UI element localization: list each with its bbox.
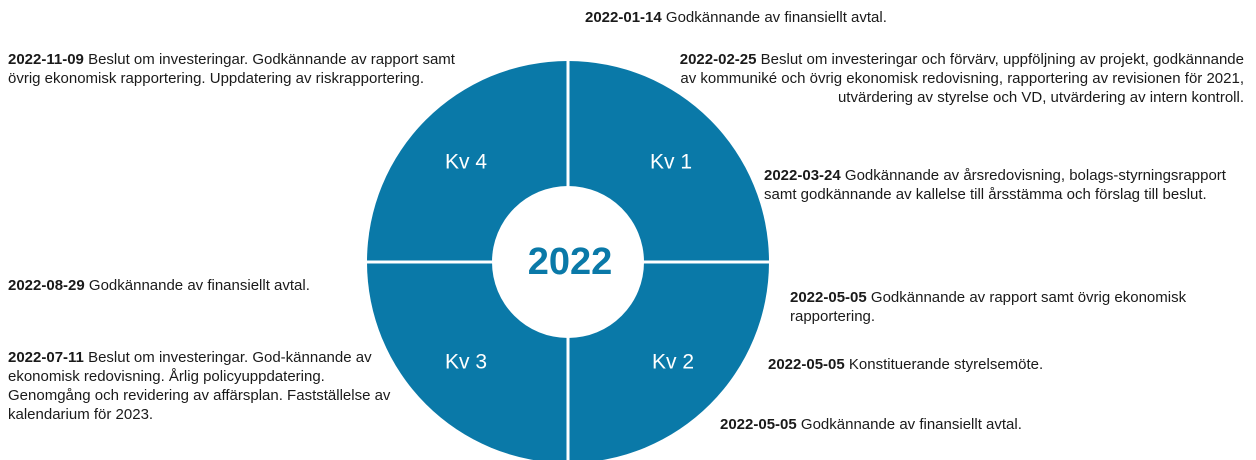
- event-text: Godkännande av rapport samt övrig ekonom…: [790, 289, 1187, 325]
- event: 2022-02-25 Beslut om investeringar och f…: [672, 50, 1244, 107]
- event: 2022-03-24 Godkännande av årsredovisning…: [764, 166, 1242, 204]
- event: 2022-05-05 Konstituerande styrelsemöte.: [768, 355, 1043, 374]
- event-date: 2022-05-05: [790, 289, 867, 306]
- inner-circle: [492, 186, 644, 338]
- event-text: Godkännande av finansiellt avtal.: [665, 9, 887, 26]
- event-text: Konstituerande styrelsemöte.: [848, 356, 1044, 373]
- event-text: Godkännande av finansiellt avtal.: [800, 416, 1022, 433]
- event-date: 2022-11-09: [8, 51, 84, 68]
- event: 2022-11-09 Beslut om investeringar. Godk…: [8, 50, 458, 88]
- event-date: 2022-05-05: [720, 416, 797, 433]
- event: 2022-08-29 Godkännande av finansiellt av…: [8, 276, 353, 295]
- quarter-label: Kv 3: [445, 351, 487, 374]
- event-text: Beslut om investeringar och förvärv, upp…: [680, 51, 1244, 106]
- event-date: 2022-03-24: [764, 167, 841, 184]
- event-date: 2022-07-11: [8, 349, 84, 366]
- event-date: 2022-01-14: [585, 9, 662, 26]
- event-date: 2022-05-05: [768, 356, 845, 373]
- event-text: Beslut om investeringar. Godkännande av …: [8, 51, 455, 87]
- event: 2022-07-11 Beslut om investeringar. God-…: [8, 348, 400, 424]
- event: 2022-05-05 Godkännande av finansiellt av…: [720, 415, 1022, 434]
- quarter-label: Kv 2: [652, 351, 694, 374]
- event: 2022-05-05 Godkännande av rapport samt ö…: [790, 288, 1230, 326]
- year-label: 2022: [528, 241, 613, 283]
- event: 2022-01-14 Godkännande av finansiellt av…: [585, 8, 887, 27]
- event-text: Godkännande av finansiellt avtal.: [88, 277, 310, 294]
- quarter-label: Kv 4: [445, 151, 487, 174]
- event-date: 2022-08-29: [8, 277, 85, 294]
- event-date: 2022-02-25: [679, 51, 757, 68]
- quarter-label: Kv 1: [650, 151, 692, 174]
- event-text: Godkännande av årsredovisning, bolags-st…: [764, 167, 1226, 203]
- event-text: Beslut om investeringar. God-kännande av…: [8, 349, 391, 423]
